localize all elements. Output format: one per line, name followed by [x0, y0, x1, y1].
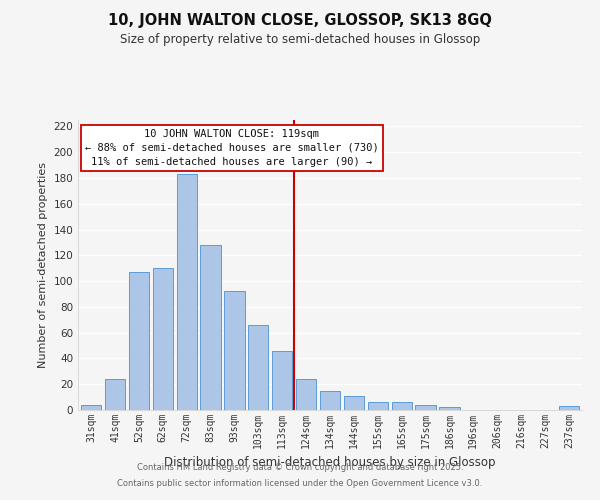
- Bar: [81, 405, 101, 410]
- Bar: [344, 396, 364, 410]
- Text: 10, JOHN WALTON CLOSE, GLOSSOP, SK13 8GQ: 10, JOHN WALTON CLOSE, GLOSSOP, SK13 8GQ: [108, 12, 492, 28]
- Bar: [439, 408, 460, 410]
- Bar: [559, 406, 579, 410]
- Bar: [176, 174, 197, 410]
- Text: 10 JOHN WALTON CLOSE: 119sqm
← 88% of semi-detached houses are smaller (730)
11%: 10 JOHN WALTON CLOSE: 119sqm ← 88% of se…: [85, 128, 379, 166]
- Bar: [392, 402, 412, 410]
- Bar: [368, 402, 388, 410]
- Text: Contains public sector information licensed under the Open Government Licence v3: Contains public sector information licen…: [118, 478, 482, 488]
- X-axis label: Distribution of semi-detached houses by size in Glossop: Distribution of semi-detached houses by …: [164, 456, 496, 469]
- Bar: [272, 350, 292, 410]
- Bar: [415, 405, 436, 410]
- Bar: [129, 272, 149, 410]
- Bar: [224, 292, 245, 410]
- Bar: [152, 268, 173, 410]
- Bar: [320, 390, 340, 410]
- Y-axis label: Number of semi-detached properties: Number of semi-detached properties: [38, 162, 48, 368]
- Text: Contains HM Land Registry data © Crown copyright and database right 2025.: Contains HM Land Registry data © Crown c…: [137, 464, 463, 472]
- Bar: [248, 325, 268, 410]
- Bar: [200, 245, 221, 410]
- Bar: [296, 379, 316, 410]
- Bar: [105, 379, 125, 410]
- Text: Size of property relative to semi-detached houses in Glossop: Size of property relative to semi-detach…: [120, 32, 480, 46]
